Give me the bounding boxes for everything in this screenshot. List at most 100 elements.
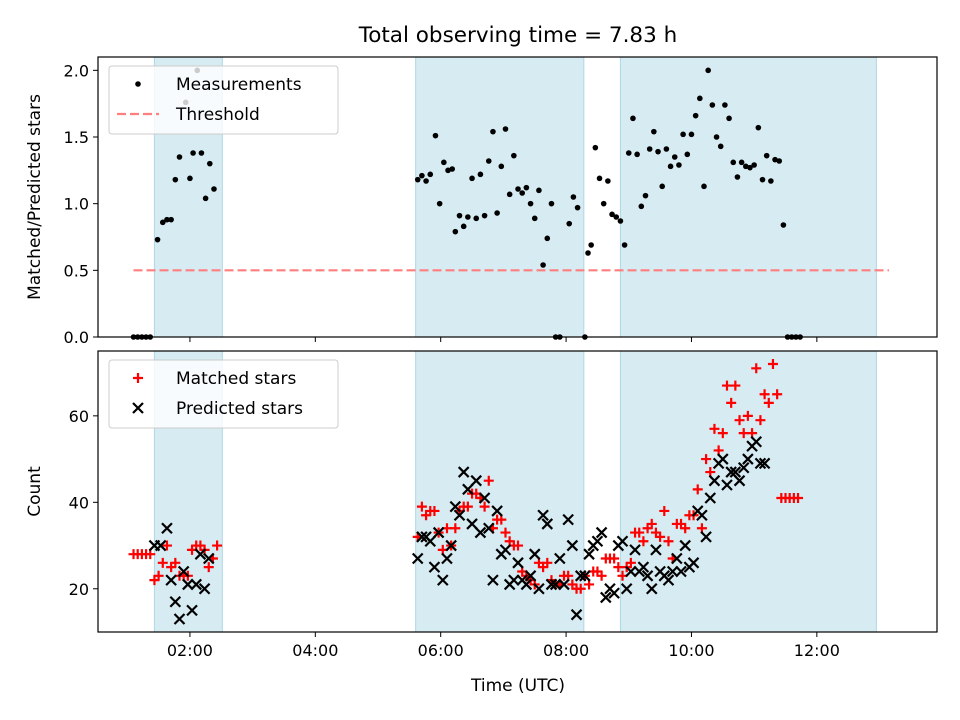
bottom-series-1-point (738, 428, 749, 439)
top-series-1-point (592, 144, 599, 151)
bottom-series-2-point (679, 539, 691, 552)
top-series-1-point (164, 216, 170, 223)
bottom-series-1-point (625, 557, 636, 568)
top-series-1-point (684, 151, 691, 158)
bottom-series-1-point (161, 540, 172, 551)
top-series-1-point (634, 151, 640, 158)
bottom-legend: Matched stars Predicted stars (108, 359, 339, 429)
top-axes-frame (97, 56, 938, 338)
top-series-1-point (780, 222, 787, 228)
bottom-series-1-point (655, 531, 666, 542)
bottom-series-2-point (650, 544, 662, 556)
bottom-series-2-point (520, 578, 533, 591)
top-series-1-point (734, 174, 741, 180)
bottom-series-2-point (508, 574, 520, 586)
bottom-series-2-point (708, 474, 721, 487)
bottom-series-2-point (616, 535, 629, 547)
top-y-tick-label: 0.5 (64, 261, 89, 280)
top-series-1-point (585, 250, 591, 256)
bottom-series-1-point (157, 557, 168, 568)
top-series-1-point (168, 216, 174, 223)
x-tick-label: 12:00 (794, 641, 840, 660)
bottom-series-1-point (609, 553, 620, 564)
x-tick-label: 08:00 (543, 641, 589, 660)
bottom-series-2-point (662, 574, 675, 586)
bottom-series-2-point (161, 522, 173, 535)
bottom-series-1-point (755, 415, 766, 426)
top-series-1-point (776, 158, 783, 164)
top-series-1-point (441, 159, 447, 166)
x-tick-label: 06:00 (418, 641, 464, 660)
bottom-series-2-point (687, 557, 700, 569)
top-series-1-point (498, 163, 505, 170)
top-series-1-point (159, 219, 166, 226)
bottom-series-2-point (154, 539, 167, 552)
bottom-series-2-point (620, 582, 633, 595)
bottom-series-1-point (596, 570, 607, 581)
top-series-1-point (667, 163, 674, 170)
top-series-1-point (187, 175, 193, 182)
bottom-series-1-point (429, 505, 440, 516)
bottom-series-2-point (478, 492, 491, 504)
bottom-series-2-point (562, 513, 574, 526)
x-tick-label: 02:00 (167, 641, 213, 660)
bottom-series-2-point (729, 466, 742, 478)
bottom-series-2-point (194, 548, 207, 560)
bottom-series-2-point (445, 539, 457, 552)
top-y-tick-label: 0.0 (64, 328, 89, 347)
bottom-series-1-point (692, 484, 703, 495)
top-series-1-point (717, 143, 724, 150)
bottom-series-2-point (666, 565, 679, 578)
bottom-series-2-point (554, 552, 566, 565)
bottom-series-1-point (638, 536, 649, 547)
top-observing-window-3 (619, 56, 877, 338)
top-y-axis-label: Matched/Predicted stars (25, 94, 45, 300)
bottom-series-2-point (449, 500, 462, 513)
bottom-series-1-point (734, 415, 745, 426)
top-series-1-point (414, 176, 421, 183)
bottom-series-1-point (726, 397, 737, 408)
bottom-series-2-point (416, 531, 428, 543)
bottom-series-2-point (198, 582, 211, 595)
legend-label: Threshold (175, 105, 260, 125)
bottom-series-1-point (153, 570, 164, 581)
bottom-series-2-point (574, 570, 587, 582)
top-series-1-point (519, 190, 526, 196)
bottom-series-1-point (462, 501, 473, 512)
top-series-1-point (600, 200, 607, 207)
bottom-series-1-point (483, 475, 494, 486)
top-series-1-point (460, 223, 467, 230)
bottom-series-2-point (457, 466, 470, 478)
top-y-tick-label: 1.5 (64, 128, 89, 147)
top-series-1-point (456, 212, 463, 219)
top-series-1-point (494, 210, 500, 216)
bottom-series-2-point (579, 570, 591, 582)
bottom-legend-box (108, 359, 339, 429)
bottom-series-1-point (170, 557, 181, 568)
bottom-series-2-point (190, 578, 202, 591)
bottom-series-2-point (595, 526, 608, 539)
top-series-1-point (154, 236, 161, 243)
top-series-1-point (642, 192, 649, 199)
bottom-series-2-point (671, 552, 683, 565)
bottom-series-2-point (202, 552, 215, 565)
top-series-1-point (663, 146, 670, 152)
bottom-series-2-point (528, 548, 541, 560)
bottom-series-2-point (737, 461, 750, 474)
top-series-1-point (432, 132, 439, 139)
bottom-series-2-point (541, 518, 554, 530)
top-series-1-point (544, 235, 551, 242)
top-series-1-point (755, 124, 762, 131)
top-y-tick-label: 2.0 (64, 61, 89, 80)
bottom-series-2-point (186, 604, 198, 617)
top-series-1-point (676, 162, 682, 168)
bottom-series-2-point (491, 505, 503, 517)
x-axis-label: Time (UTC) (470, 676, 565, 696)
bottom-series-1-point (646, 518, 657, 529)
top-series-1-point (768, 178, 774, 184)
bottom-series-1-point (416, 501, 427, 512)
top-series-1-point (588, 242, 594, 248)
top-series-1-point (726, 115, 732, 122)
top-series-1-point (206, 160, 213, 167)
